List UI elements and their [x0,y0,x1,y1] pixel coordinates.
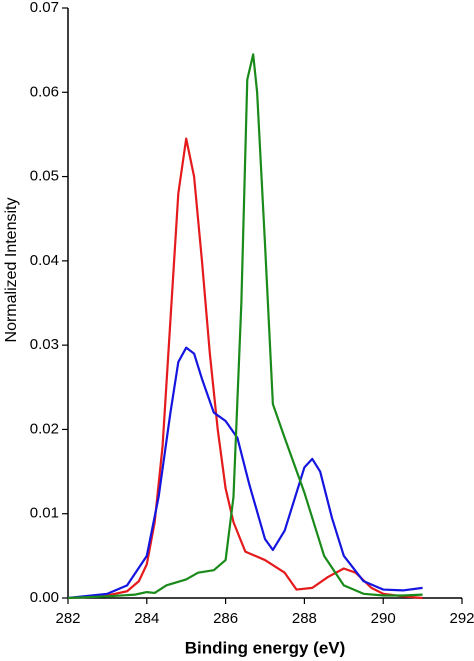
y-tick-label: 0.02 [30,420,59,437]
x-tick-label: 286 [213,610,238,627]
y-tick-label: 0.03 [30,336,59,353]
x-tick-label: 292 [449,610,474,627]
x-tick-label: 288 [292,610,317,627]
y-tick-label: 0.05 [30,168,59,185]
y-tick-label: 0.07 [30,0,59,16]
series-line [67,346,423,600]
series-line [67,137,423,600]
x-tick-label: 290 [371,610,396,627]
y-tick-label: 0.04 [30,252,59,269]
y-axis-title: Normalized Intensity [3,198,20,343]
y-tick-label: 0.01 [30,505,59,522]
x-tick-label: 284 [134,610,159,627]
series-line [67,53,423,600]
y-tick-label: 0.06 [30,83,59,100]
x-axis-title: Binding energy (eV) [185,638,346,657]
x-tick-label: 282 [55,610,80,627]
y-tick-label: 0.00 [30,589,59,606]
